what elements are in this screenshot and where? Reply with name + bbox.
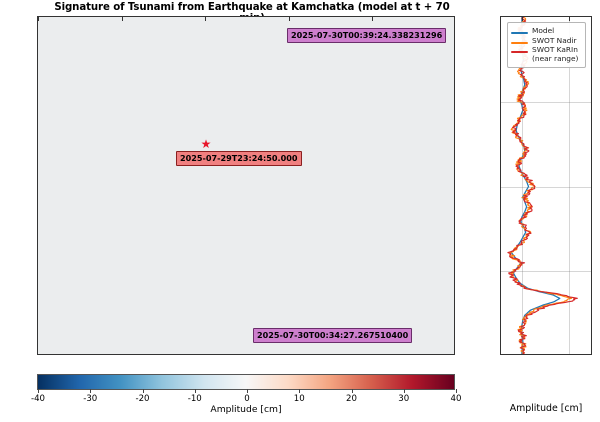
colorbar-ticklabel--40: -40 — [30, 394, 46, 404]
colorbar-ticklabel-10: 10 — [293, 394, 305, 404]
colorbar-tickmark — [90, 389, 92, 393]
profile-legend: Model SWOT Nadir SWOT KaRIn (near range) — [507, 22, 586, 69]
profile-gridline-50 — [501, 186, 591, 188]
profile-gridline-45 — [501, 271, 591, 273]
legend-entry-swot-karin: SWOT KaRIn (near range) — [511, 45, 582, 63]
colorbar-ticklabel--10: -10 — [187, 394, 202, 404]
colorbar-tickmark — [194, 389, 196, 393]
colorbar-ticklabel--30: -30 — [83, 394, 98, 404]
profile-axes[interactable]: Model SWOT Nadir SWOT KaRIn (near range)… — [500, 16, 592, 355]
epicenter-star-icon: ★ — [200, 137, 212, 151]
profile-series-swot-karin-near-range — [507, 17, 578, 354]
legend-entry-swot-nadir: SWOT Nadir — [511, 35, 582, 46]
legend-label-swot-karin: SWOT KaRIn (near range) — [532, 45, 579, 63]
colorbar-label: Amplitude [cm] — [210, 404, 282, 415]
annotation-swath-end-time: 2025-07-30T00:34:27.267510400 — [253, 328, 413, 343]
colorbar-tickmark — [403, 389, 405, 393]
legend-label-model: Model — [532, 26, 555, 35]
legend-swatch-swot-nadir — [511, 41, 528, 44]
map-canvas — [38, 17, 454, 354]
colorbar-tickmark — [142, 389, 144, 393]
legend-swatch-swot-karin — [511, 51, 528, 54]
colorbar-ticklabel-40: 40 — [450, 394, 462, 404]
map-axes[interactable]: ★ 2025-07-30T00:39:24.338231296 2025-07-… — [37, 16, 455, 355]
profile-gridline-0 — [521, 17, 523, 354]
colorbar-ticklabel-20: 20 — [346, 394, 357, 404]
colorbar-tickmark — [351, 389, 353, 393]
colorbar-ticklabel-0: 0 — [244, 394, 250, 404]
legend-swatch-model — [511, 32, 528, 34]
colorbar-tickmark — [456, 389, 457, 393]
ocean-background — [38, 17, 454, 354]
colorbar-tickmark — [299, 389, 301, 393]
colorbar-ticklabel-30: 30 — [398, 394, 410, 404]
colorbar-ticklabel--20: -20 — [135, 394, 150, 404]
legend-label-swot-nadir: SWOT Nadir — [532, 35, 577, 45]
annotation-swath-start-time: 2025-07-30T00:39:24.338231296 — [287, 28, 447, 43]
colorbar-tickmark — [38, 389, 39, 393]
profile-xlabel: Amplitude [cm] — [509, 403, 583, 414]
annotation-epicenter-time: 2025-07-29T23:24:50.000 — [176, 151, 302, 166]
legend-entry-model: Model — [511, 26, 582, 36]
colorbar: -40 -30 -20 -10 0 10 20 30 40 — [31, 374, 461, 404]
profile-gridline-50v — [569, 17, 571, 354]
colorbar-tickmark — [247, 389, 248, 393]
profile-curves — [507, 17, 578, 354]
profile-gridline-55 — [501, 101, 591, 103]
